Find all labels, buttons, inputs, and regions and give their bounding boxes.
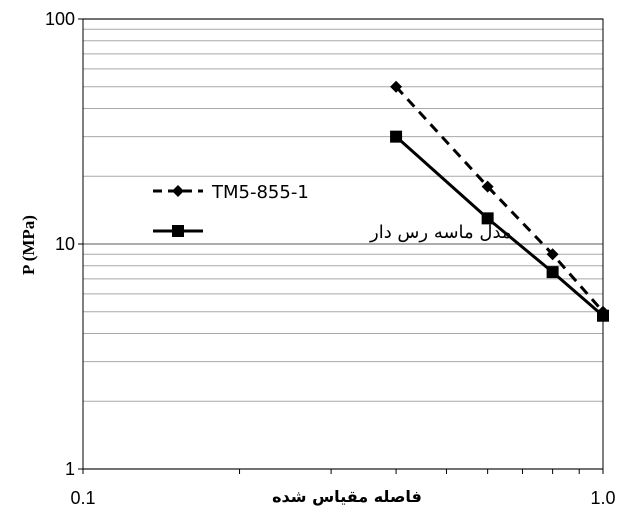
x-axis-ticks: 0.1 1.0	[70, 469, 616, 508]
series-line-0	[394, 85, 605, 313]
y-tick-label: 10	[55, 234, 75, 254]
data-point-square	[390, 130, 403, 143]
x-tick-label: 0.1	[70, 488, 95, 508]
x-tick-label: 1.0	[590, 488, 615, 508]
data-point-square	[481, 212, 494, 225]
x-axis-title: فاصله مقیاس شده	[272, 487, 422, 506]
y-axis-ticks: 1 10 100	[45, 9, 83, 479]
data-point-diamond	[390, 80, 403, 93]
data-point-square	[546, 266, 559, 279]
legend-label-sand-clay: مدل ماسه رس دار	[369, 222, 512, 243]
series-line-1	[395, 135, 604, 317]
legend-marker-tm5	[172, 185, 184, 197]
data-point-diamond	[481, 180, 494, 193]
legend: TM5-855-1 مدل ماسه رس دار	[153, 182, 512, 243]
data-point-diamond	[546, 248, 559, 261]
legend-label-tm5: TM5-855-1	[211, 182, 309, 203]
y-axis-title: P (MPa)	[19, 215, 38, 275]
y-tick-label: 100	[45, 9, 75, 29]
series-layer	[390, 80, 609, 322]
data-point-square	[597, 309, 609, 322]
gridlines	[83, 18, 603, 470]
legend-marker-sand-clay	[172, 225, 184, 237]
y-tick-label: 1	[65, 459, 75, 479]
